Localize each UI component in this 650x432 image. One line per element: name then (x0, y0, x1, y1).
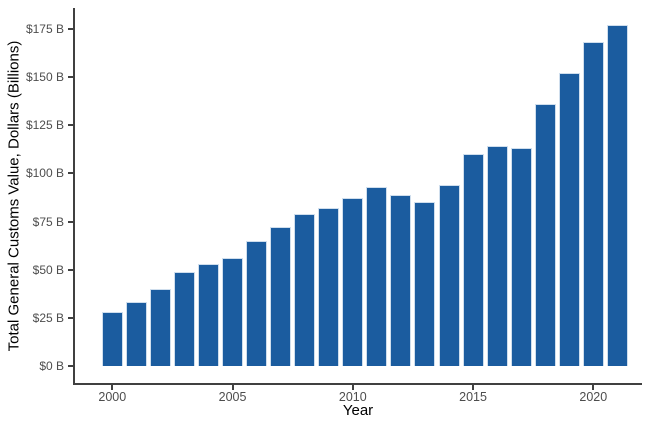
x-tick-mark (472, 385, 475, 390)
bar-2018 (534, 104, 556, 366)
y-tick-label: $50 B (32, 262, 64, 277)
y-tick-label: $125 B (25, 118, 64, 133)
y-tick-mark (68, 172, 73, 175)
bar-2005 (222, 258, 244, 366)
bar-2012 (390, 194, 412, 366)
bar-2011 (366, 186, 388, 366)
bar-2017 (510, 148, 532, 366)
bar-2010 (342, 198, 364, 366)
x-tick-mark (111, 385, 114, 390)
y-tick-mark (68, 124, 73, 127)
bar-2002 (149, 288, 171, 366)
x-tick-mark (231, 385, 234, 390)
y-tick-label: $0 B (39, 359, 64, 373)
y-tick-mark (68, 220, 73, 223)
y-tick-label: $75 B (32, 214, 64, 229)
bar-2015 (462, 154, 484, 366)
bar-2004 (198, 263, 219, 366)
x-axis-title: Year (342, 402, 374, 419)
y-tick-mark (68, 316, 73, 319)
y-tick-mark (68, 76, 73, 79)
x-tick-label: 2015 (459, 390, 487, 404)
bar-2020 (582, 42, 604, 366)
y-tick-mark (68, 268, 73, 271)
x-tick-mark (592, 385, 595, 390)
bar-2006 (246, 240, 268, 366)
bar-2016 (486, 146, 508, 366)
x-tick-label: 2020 (579, 390, 608, 404)
y-axis-line (73, 8, 75, 385)
y-tick-label: $25 B (32, 310, 64, 325)
bar-2007 (270, 227, 292, 366)
y-tick-label: $100 B (25, 166, 64, 181)
bar-2021 (606, 25, 628, 366)
bar-2013 (414, 202, 436, 366)
x-axis-line (73, 383, 642, 385)
x-tick-label: 2005 (218, 390, 247, 404)
y-axis-title: Total General Customs Value, Dollars (Bi… (5, 40, 23, 352)
bar-2001 (125, 302, 147, 366)
y-tick-label: $150 B (25, 70, 64, 85)
bar-2003 (173, 271, 195, 366)
y-tick-label: $175 B (25, 22, 64, 36)
y-tick-mark (68, 365, 73, 367)
x-tick-label: 2000 (98, 390, 127, 404)
bar-2009 (318, 208, 340, 366)
x-tick-mark (351, 385, 354, 390)
bar-2019 (558, 73, 580, 366)
bar-2014 (438, 184, 460, 366)
bar-2000 (101, 312, 123, 366)
x-tick-label: 2010 (338, 390, 367, 404)
y-tick-mark (68, 28, 73, 30)
bar-2008 (294, 213, 316, 366)
